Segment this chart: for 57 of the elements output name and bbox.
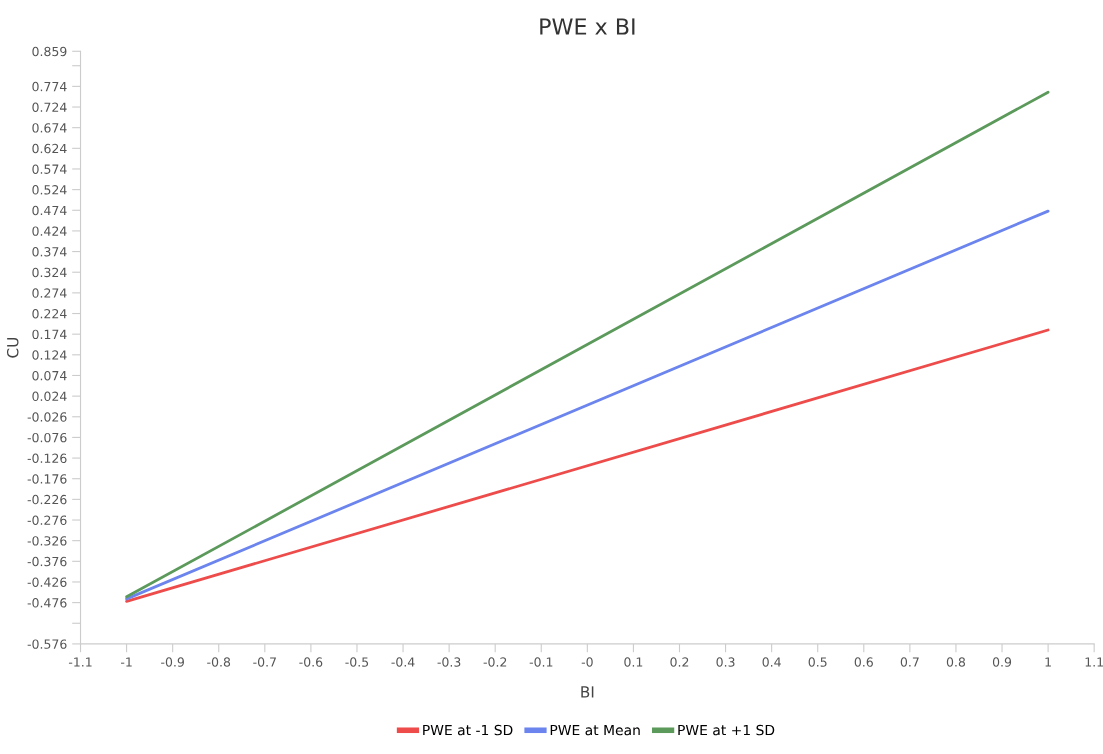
y-tick-label: -0.126 xyxy=(27,453,67,463)
y-tick-label: -0.326 xyxy=(27,536,67,546)
y-tick-label: -0.476 xyxy=(27,598,67,608)
legend-label: PWE at -1 SD xyxy=(423,724,513,736)
y-tick-label: 0.524 xyxy=(32,185,67,195)
y-tick-label: -0.276 xyxy=(27,515,67,525)
y-tick-label: -0.226 xyxy=(27,494,67,505)
x-tick-label: 0.8 xyxy=(946,657,966,667)
y-tick-label: 0.274 xyxy=(32,288,67,298)
y-tick-label: 0.024 xyxy=(32,391,67,402)
x-tick-label: -0.7 xyxy=(253,657,276,667)
x-tick-label: -0.5 xyxy=(345,657,369,667)
x-tick-label: -0.9 xyxy=(161,657,184,667)
x-tick-label: 0.1 xyxy=(624,657,643,667)
y-tick-label: 0.574 xyxy=(32,164,67,174)
y-axis-title: CU xyxy=(6,338,19,358)
x-tick-label: -0 xyxy=(581,657,593,667)
x-tick-label: 0.9 xyxy=(992,657,1012,667)
y-tick-label: 0.774 xyxy=(32,81,67,92)
x-axis-title: BI xyxy=(581,686,594,698)
x-tick-label: 0.3 xyxy=(716,657,735,667)
x-tick-label: 0.4 xyxy=(762,657,781,667)
x-tick-label: -0.3 xyxy=(437,657,461,667)
y-tick-label: -0.026 xyxy=(27,412,67,422)
x-tick-label: 1.1 xyxy=(1085,657,1103,667)
x-tick-label: -0.2 xyxy=(483,657,507,667)
x-tick-label: 0.5 xyxy=(808,657,827,667)
y-tick-label: 0.324 xyxy=(32,267,67,278)
x-tick-label: -0.1 xyxy=(529,657,553,667)
y-tick-label: -0.576 xyxy=(27,639,67,649)
y-tick-label: 0.424 xyxy=(32,226,67,236)
x-tick-label: 0.6 xyxy=(854,657,873,667)
x-tick-label: -1 xyxy=(120,657,132,667)
y-tick-label: 0.474 xyxy=(32,205,67,216)
y-tick-label: 0.674 xyxy=(32,123,67,133)
x-tick-label: 0.7 xyxy=(900,657,919,667)
x-tick-label: -1.1 xyxy=(68,657,92,667)
legend-label: PWE at +1 SD xyxy=(678,724,775,736)
y-tick-label: 0.224 xyxy=(32,308,67,319)
y-tick-label: 0.859 xyxy=(32,46,67,57)
y-tick-label: 0.374 xyxy=(32,247,67,257)
x-tick-label: -0.4 xyxy=(391,657,415,667)
y-tick-label: 0.624 xyxy=(32,143,67,154)
x-tick-label: 0.2 xyxy=(670,657,689,667)
y-tick-label: -0.376 xyxy=(27,556,67,567)
y-tick-label: -0.426 xyxy=(27,577,67,587)
y-tick-label: -0.176 xyxy=(27,474,67,484)
y-tick-label: 0.124 xyxy=(32,350,67,360)
y-tick-label: 0.724 xyxy=(32,102,67,112)
legend-label: PWE at Mean xyxy=(550,725,640,736)
y-tick-label: 0.174 xyxy=(32,329,67,340)
chart-title: PWE x BI xyxy=(540,18,635,35)
y-tick-label: 0.074 xyxy=(32,370,67,381)
x-tick-label: -0.6 xyxy=(299,657,323,667)
y-tick-label: -0.076 xyxy=(27,432,67,443)
x-tick-label: 1 xyxy=(1045,657,1051,667)
x-tick-label: -0.8 xyxy=(207,657,231,667)
